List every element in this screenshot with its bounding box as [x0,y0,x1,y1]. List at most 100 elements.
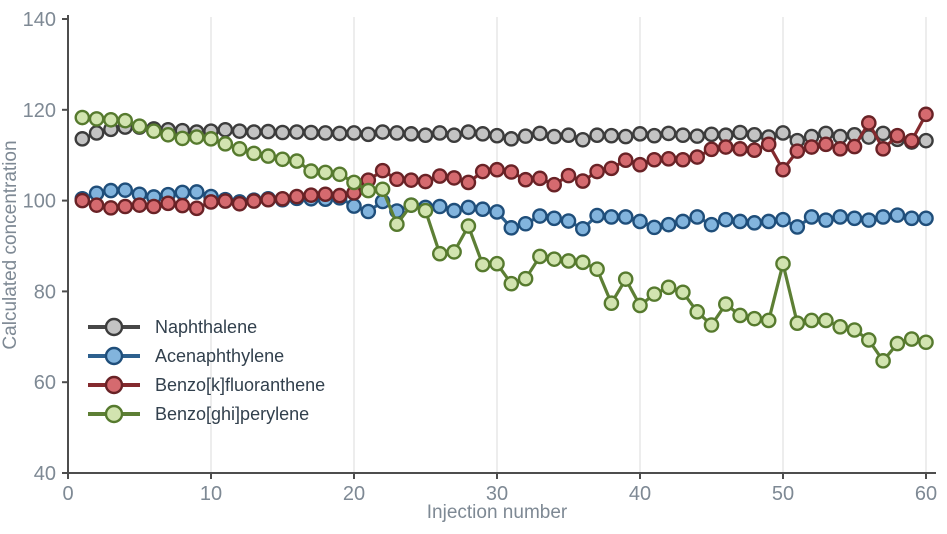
data-point-naphthalene [775,125,791,141]
data-point-acenaphthylene [875,209,891,225]
data-point-acenaphthylene [889,207,906,223]
data-point-benzo-ghi-perylene [131,118,148,134]
data-point-acenaphthylene [117,182,133,198]
data-point-benzo-ghi-perylene [174,130,191,147]
data-point-benzo-k-fluoranthene [374,162,391,179]
data-point-benzo-k-fluoranthene [131,197,148,213]
data-point-benzo-ghi-perylene [846,322,863,338]
data-point-naphthalene [918,132,934,149]
x-tick-label-50: 50 [772,483,794,505]
x-tick-label-0: 0 [62,483,73,505]
data-point-acenaphthylene [775,211,791,228]
data-point-acenaphthylene [660,216,677,233]
data-point-acenaphthylene [474,201,491,218]
data-point-benzo-ghi-perylene [203,131,219,147]
data-point-benzo-ghi-perylene [603,295,620,312]
data-point-naphthalene [689,128,706,144]
data-point-benzo-ghi-perylene [560,253,577,269]
data-point-benzo-k-fluoranthene [803,139,820,155]
data-point-acenaphthylene [789,219,806,235]
gridlines [210,17,927,472]
data-point-naphthalene [288,124,305,140]
data-point-benzo-ghi-perylene [918,334,934,351]
data-point-benzo-ghi-perylene [360,182,377,199]
data-point-benzo-ghi-perylene [760,312,777,329]
legend-item-benzo-ghi-perylene: Benzo[ghi]perylene [86,403,325,425]
data-point-acenaphthylene [188,184,205,200]
data-point-naphthalene [389,125,405,141]
data-point-benzo-k-fluoranthene [145,198,162,215]
data-point-benzo-ghi-perylene [145,123,162,139]
data-point-benzo-ghi-perylene [675,284,691,301]
data-point-benzo-k-fluoranthene [188,200,205,217]
data-point-naphthalene [231,123,248,139]
data-point-benzo-ghi-perylene [660,279,677,296]
data-point-benzo-ghi-perylene [589,261,605,277]
data-point-benzo-k-fluoranthene [460,174,477,191]
data-point-benzo-k-fluoranthene [660,151,677,167]
data-point-naphthalene [575,131,591,148]
data-point-benzo-ghi-perylene [246,145,262,162]
data-point-acenaphthylene [746,215,763,231]
data-point-naphthalene [560,127,577,144]
data-point-benzo-k-fluoranthene [575,173,591,189]
data-point-acenaphthylene [617,209,634,225]
data-point-benzo-ghi-perylene [646,286,663,302]
data-point-acenaphthylene [632,213,648,230]
data-point-benzo-ghi-perylene [474,256,491,273]
data-point-naphthalene [303,124,319,141]
data-point-benzo-k-fluoranthene [517,171,534,188]
data-point-benzo-k-fluoranthene [74,192,91,209]
data-point-benzo-k-fluoranthene [117,198,133,215]
data-point-acenaphthylene [546,210,563,227]
data-point-benzo-ghi-perylene [875,353,891,369]
data-point-benzo-ghi-perylene [746,310,763,327]
data-point-naphthalene [417,127,434,144]
data-point-naphthalene [446,127,462,144]
data-point-benzo-k-fluoranthene [246,193,262,209]
data-point-acenaphthylene [832,209,849,225]
data-point-acenaphthylene [346,198,362,214]
series-naphthalene [74,119,934,150]
data-point-acenaphthylene [818,212,834,228]
data-point-naphthalene [460,124,477,140]
legend-item-naphthalene: Naphthalene [86,316,325,338]
y-tick-label-120: 120 [23,100,56,122]
x-tick-label-10: 10 [200,483,222,505]
data-point-acenaphthylene [560,213,577,229]
data-point-benzo-ghi-perylene [331,166,348,183]
data-point-benzo-k-fluoranthene [274,190,291,207]
data-point-naphthalene [660,125,677,142]
data-point-benzo-ghi-perylene [689,304,706,320]
x-tick-label-30: 30 [486,483,508,505]
data-point-benzo-k-fluoranthene [703,141,720,158]
data-point-benzo-k-fluoranthene [217,193,234,209]
data-point-benzo-ghi-perylene [617,271,634,287]
data-point-benzo-k-fluoranthene [174,197,191,214]
data-point-acenaphthylene [675,213,691,230]
data-point-naphthalene [646,127,663,144]
data-point-benzo-ghi-perylene [718,296,734,312]
data-point-benzo-ghi-perylene [88,111,105,127]
data-point-benzo-k-fluoranthene [403,172,420,188]
data-point-benzo-k-fluoranthene [603,160,620,177]
data-point-benzo-k-fluoranthene [760,136,777,153]
x-tick-label-20: 20 [343,483,365,505]
legend-label-acenaphthylene: Acenaphthylene [155,346,285,366]
data-point-benzo-ghi-perylene [274,151,291,168]
data-point-naphthalene [532,125,548,142]
tick-labels: 40 60 80 100 120 140 0 10 20 30 40 50 60 [23,9,938,505]
data-point-naphthalene [217,121,234,138]
data-point-naphthalene [346,125,362,141]
data-point-benzo-k-fluoranthene [431,168,448,184]
data-point-naphthalene [546,128,563,145]
x-tick-label-60: 60 [915,483,937,505]
legend-marker-naphthalene [88,317,140,337]
data-point-benzo-ghi-perylene [188,129,205,145]
data-point-naphthalene [517,128,534,144]
data-point-benzo-ghi-perylene [260,148,277,164]
data-point-naphthalene [88,125,105,141]
legend-dot-benzo-k-fluoranthene [104,375,124,395]
legend: Naphthalene Acenaphthylene Benzo[k]fluoran… [86,316,325,425]
